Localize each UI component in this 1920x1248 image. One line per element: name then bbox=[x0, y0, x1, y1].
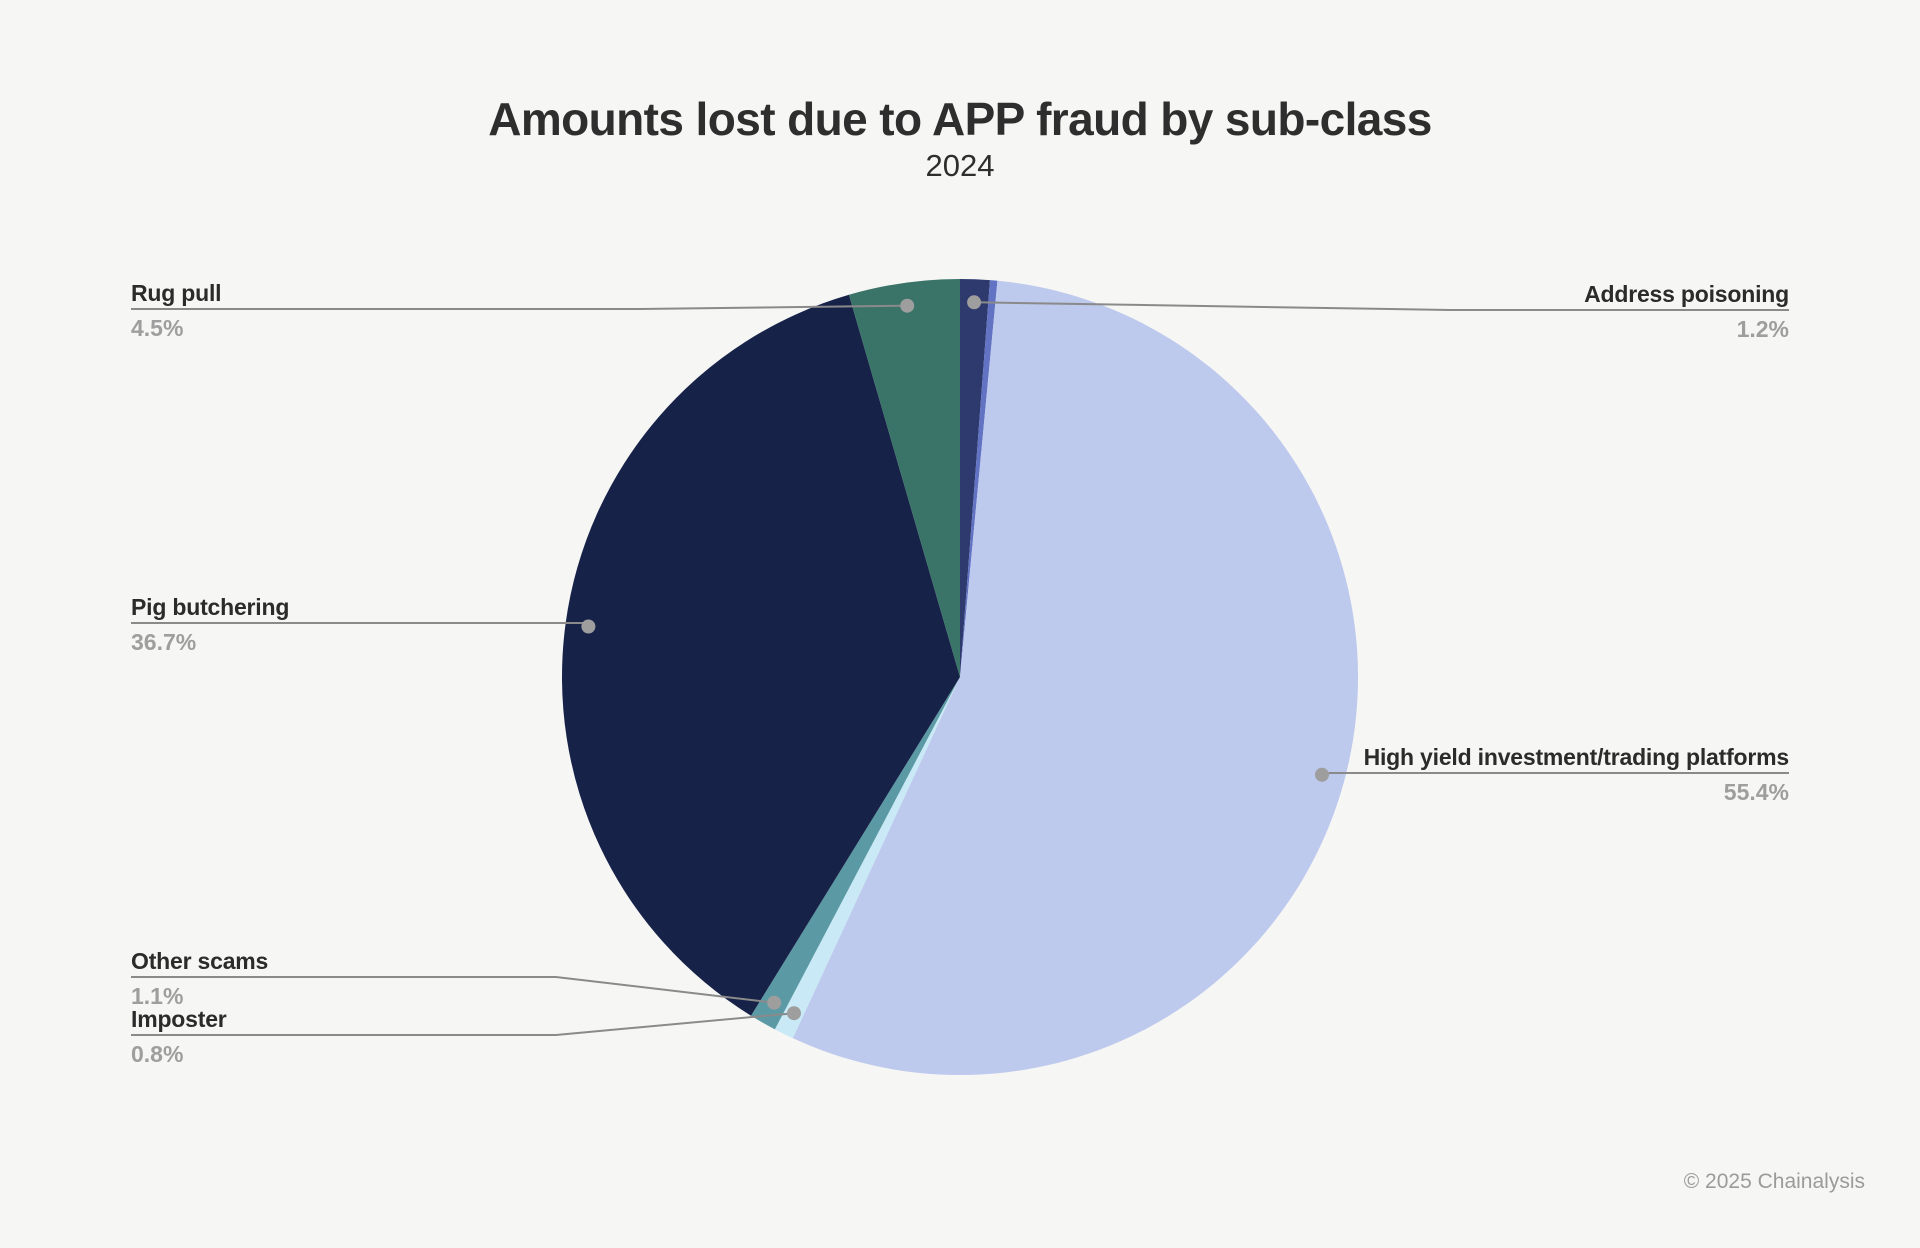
pie-slice-high-yield-investment-trading-platforms[interactable] bbox=[792, 280, 1359, 1076]
callout-dot-address-poisoning bbox=[967, 295, 982, 310]
callout-value-other-scams: 1.1% bbox=[131, 983, 184, 1009]
pie-slice-unlabeled[interactable] bbox=[960, 280, 998, 677]
callout-line-address-poisoning bbox=[974, 301, 1789, 311]
callout-label-other-scams: Other scams bbox=[131, 948, 269, 974]
pie-slice-pig-butchering[interactable] bbox=[561, 294, 960, 1016]
callout-line-imposter bbox=[131, 1012, 795, 1036]
chart-subtitle: 2024 bbox=[925, 148, 995, 183]
callout-value-imposter: 0.8% bbox=[131, 1041, 184, 1067]
callout-value-high-yield-investment-trading-platforms: 55.4% bbox=[1723, 779, 1789, 805]
callout-label-pig-butchering: Pig butchering bbox=[131, 594, 290, 620]
callout-line-other-scams bbox=[131, 976, 775, 1004]
callout-dot-pig-butchering bbox=[581, 619, 596, 634]
callout-label-rug-pull: Rug pull bbox=[131, 280, 222, 306]
callout-line-high-yield-investment-trading-platforms bbox=[1321, 772, 1789, 776]
callout-label-address-poisoning: Address poisoning bbox=[1584, 281, 1789, 307]
pie-slice-address-poisoning[interactable] bbox=[960, 278, 990, 677]
copyright-footer: © 2025 Chainalysis bbox=[1683, 1170, 1865, 1193]
callout-value-rug-pull: 4.5% bbox=[131, 315, 184, 341]
callout-value-address-poisoning: 1.2% bbox=[1736, 316, 1789, 342]
callout-dot-high-yield-investment-trading-platforms bbox=[1315, 767, 1329, 782]
callout-dot-imposter bbox=[787, 1006, 801, 1021]
callout-line-rug-pull bbox=[131, 304, 908, 310]
callout-line-pig-butchering bbox=[131, 622, 590, 627]
callout-dot-other-scams bbox=[767, 995, 782, 1010]
pie-slice-other-scams[interactable] bbox=[750, 677, 960, 1030]
chart-title: Amounts lost due to APP fraud by sub-cla… bbox=[488, 93, 1432, 145]
callout-label-imposter: Imposter bbox=[131, 1006, 227, 1032]
callout-value-pig-butchering: 36.7% bbox=[131, 629, 197, 655]
callout-label-high-yield-investment-trading-platforms: High yield investment/trading platforms bbox=[1363, 744, 1790, 770]
pie-slice-rug-pull[interactable] bbox=[848, 279, 960, 677]
callout-dot-rug-pull bbox=[900, 298, 915, 313]
pie-slice-imposter[interactable] bbox=[774, 677, 960, 1039]
